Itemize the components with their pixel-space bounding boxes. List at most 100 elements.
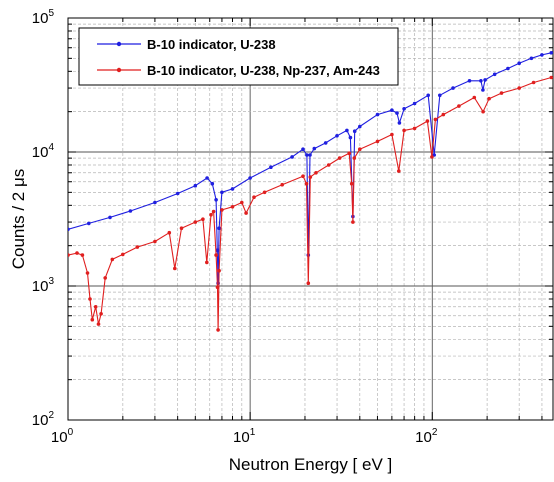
data-point (412, 101, 417, 106)
data-point (301, 174, 305, 178)
data-point (167, 230, 172, 235)
data-point (103, 276, 107, 280)
plot-area (67, 17, 554, 421)
data-point (205, 260, 209, 265)
data-point (220, 208, 224, 212)
y-tick-label: 103 (32, 276, 55, 295)
data-point (217, 268, 221, 273)
data-point (352, 156, 357, 160)
data-point (441, 112, 446, 117)
data-point (193, 220, 198, 224)
data-point (499, 91, 504, 95)
data-point (128, 209, 133, 213)
data-point (390, 132, 394, 137)
data-point (531, 80, 536, 85)
data-point (175, 191, 180, 196)
x-tick-label: 100 (51, 427, 74, 446)
data-point (479, 79, 483, 83)
series-line (68, 76, 552, 331)
data-point (80, 253, 85, 257)
y-tick-label: 105 (32, 8, 55, 27)
data-point (517, 61, 521, 65)
data-point (306, 281, 311, 286)
data-point (467, 79, 472, 83)
data-point (492, 72, 497, 77)
data-point (426, 93, 431, 98)
data-point (230, 187, 235, 191)
data-point (349, 181, 354, 186)
data-point (173, 266, 177, 271)
data-point (395, 111, 399, 115)
data-point (217, 226, 221, 230)
data-point (351, 220, 355, 224)
data-point (153, 200, 157, 205)
legend-box (78, 27, 399, 86)
data-point (153, 239, 157, 244)
data-point (280, 182, 285, 187)
data-point (121, 252, 125, 257)
series-2 (68, 75, 553, 332)
data-point (390, 108, 394, 112)
data-point (96, 322, 101, 326)
data-point (549, 51, 553, 55)
data-point (301, 147, 305, 151)
data-point (214, 198, 218, 202)
data-point (397, 121, 402, 125)
data-point (375, 112, 380, 117)
data-point (438, 93, 442, 98)
data-point (214, 253, 218, 257)
data-point (326, 163, 331, 167)
data-point (375, 139, 380, 144)
y-tick-label: 102 (32, 410, 55, 429)
data-point (135, 245, 140, 249)
data-point (68, 227, 70, 232)
data-point (335, 134, 339, 138)
data-point (248, 176, 252, 180)
data-point (358, 147, 362, 151)
x-tick-label: 102 (415, 427, 438, 446)
data-point (352, 129, 357, 133)
data-point (68, 253, 70, 257)
data-point (481, 88, 485, 92)
data-point (93, 305, 98, 309)
data-point (269, 165, 273, 169)
data-point (540, 53, 544, 57)
data-point (215, 285, 220, 290)
data-point (216, 328, 220, 332)
data-point (323, 141, 328, 145)
series-line (68, 52, 552, 284)
data-point (529, 56, 534, 61)
data-point (209, 213, 213, 217)
data-point (290, 155, 294, 159)
data-point (244, 211, 248, 215)
data-point (337, 156, 342, 160)
data-point (433, 117, 438, 122)
data-point (99, 312, 103, 316)
data-point (397, 169, 401, 173)
data-point (402, 128, 406, 133)
data-point (347, 151, 352, 155)
legend-label: B-10 indicator, U-238, Np-237, Am-243 (147, 63, 380, 78)
data-point (312, 146, 317, 151)
y-tick-label: 104 (32, 142, 55, 161)
data-point (88, 297, 92, 301)
data-point (348, 135, 353, 140)
data-point (201, 217, 205, 221)
data-point (481, 109, 485, 114)
data-point (193, 183, 198, 188)
data-point (472, 95, 477, 100)
data-point (402, 107, 406, 111)
legend-swatch-marker (116, 41, 122, 47)
data-point (179, 226, 184, 230)
data-point (210, 181, 215, 186)
data-point (549, 75, 553, 80)
data-point (430, 155, 434, 159)
data-point (90, 317, 95, 322)
tick-labels: 100 101 102 102 103 104 105 (32, 8, 438, 446)
series-1 (68, 51, 553, 286)
data-point (85, 271, 90, 275)
data-point (305, 153, 309, 157)
data-point (205, 176, 209, 180)
series-group (68, 51, 553, 332)
